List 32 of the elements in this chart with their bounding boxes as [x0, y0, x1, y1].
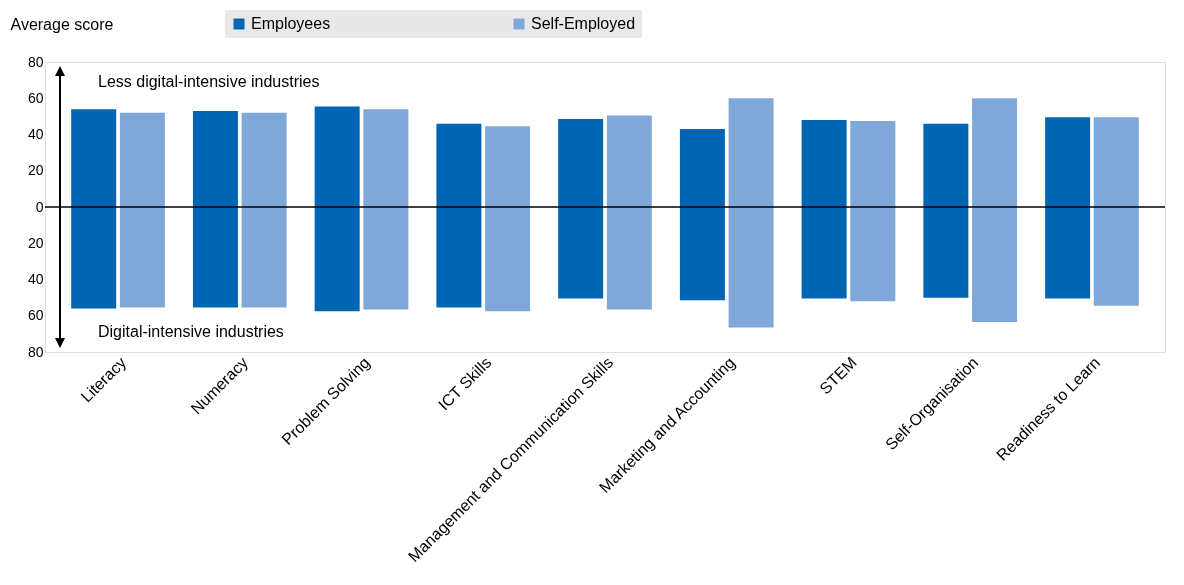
y-tick-label: 60	[27, 89, 44, 106]
bar	[850, 120, 896, 302]
annotation: Digital-intensive industries	[98, 323, 284, 340]
y-tick-label: 20	[27, 234, 44, 251]
bar	[1093, 117, 1139, 306]
y-axis-title: Average score	[10, 15, 114, 33]
bar	[558, 119, 604, 299]
y-tick-label: 20	[27, 162, 44, 179]
bar	[436, 123, 482, 308]
y-tick-label: 60	[27, 307, 44, 324]
y-tick-label: 40	[27, 271, 44, 287]
annotation: Less digital-intensive industries	[98, 73, 320, 90]
bar	[241, 112, 287, 308]
bar	[485, 126, 531, 312]
y-tick-label: 40	[27, 126, 44, 142]
bar	[314, 106, 360, 312]
bar	[801, 120, 847, 299]
bar	[192, 110, 238, 308]
y-tick-label: 80	[27, 53, 44, 70]
y-tick-label: 0	[35, 198, 44, 215]
bar	[71, 109, 117, 309]
bar	[1045, 117, 1091, 299]
bar	[606, 115, 652, 310]
legend-label: Employees	[251, 15, 331, 32]
bar	[728, 98, 774, 328]
legend-label: Self-Employed	[531, 15, 636, 32]
bar	[119, 112, 165, 308]
y-tick-label: 80	[27, 343, 44, 360]
bar	[679, 129, 725, 301]
bar	[363, 109, 409, 310]
bar	[972, 98, 1018, 323]
bar	[923, 123, 969, 298]
